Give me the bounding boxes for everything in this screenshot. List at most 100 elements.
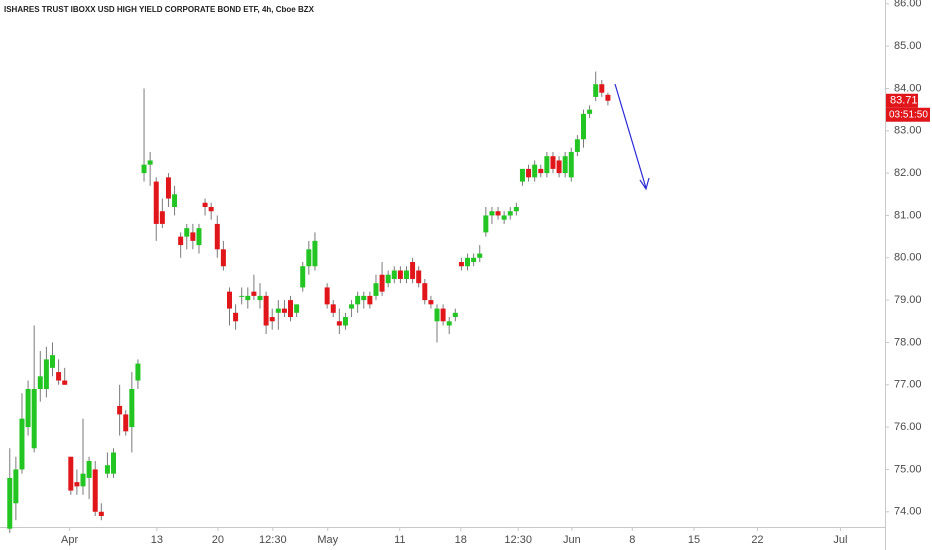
- y-tick-label: 81.00: [894, 209, 922, 221]
- candle-body: [519, 168, 525, 182]
- x-tick-label: Jun: [563, 534, 581, 546]
- candle-body: [159, 211, 165, 224]
- candle-body: [196, 228, 202, 246]
- last-price-box: [886, 93, 918, 108]
- candle-body: [49, 355, 55, 368]
- x-tick-label: 13: [151, 534, 163, 546]
- candle-body: [62, 380, 68, 385]
- candle-body: [7, 477, 13, 529]
- y-tick-label: 76.00: [894, 421, 922, 433]
- candle-body: [202, 202, 208, 207]
- x-tick-label: 20: [212, 534, 224, 546]
- x-tick-label: 18: [455, 534, 467, 546]
- candle-body: [68, 456, 74, 491]
- y-tick-label: 74.00: [894, 506, 922, 518]
- candle-body: [422, 283, 428, 301]
- candle-body: [190, 232, 196, 241]
- x-tick-label: 15: [688, 534, 700, 546]
- candle-body: [568, 151, 574, 178]
- candle-body: [117, 405, 123, 415]
- candle-body: [165, 177, 171, 199]
- candle-body: [550, 156, 556, 169]
- candle-body: [257, 295, 263, 301]
- candle-body: [74, 482, 80, 487]
- candle-body: [538, 168, 544, 174]
- x-tick-label: 8: [629, 534, 635, 546]
- candle-body: [458, 262, 464, 267]
- candle-body: [178, 236, 184, 246]
- candle-body: [263, 295, 269, 326]
- x-tick-label: May: [317, 534, 338, 546]
- x-tick-label: Apr: [61, 534, 78, 546]
- candle-body: [214, 223, 220, 250]
- candle-body: [123, 414, 129, 432]
- candle-body: [342, 317, 348, 326]
- candle-body: [306, 249, 312, 267]
- candle-body: [312, 240, 318, 267]
- candle-body: [141, 164, 147, 174]
- candle-body: [391, 270, 397, 279]
- candle-body: [574, 139, 580, 152]
- countdown-label: 03:51:50: [889, 109, 928, 120]
- candle-body: [281, 308, 287, 313]
- candle-body: [513, 206, 519, 212]
- y-tick-label: 80.00: [894, 252, 922, 264]
- candle-body: [288, 300, 294, 318]
- candle-body: [367, 295, 373, 305]
- candle-body: [92, 469, 98, 512]
- candle-body: [452, 312, 458, 318]
- candle-body: [275, 308, 281, 313]
- x-tick-label: 12:30: [504, 534, 532, 546]
- candle-body: [446, 321, 452, 326]
- countdown-box: [886, 107, 930, 122]
- y-tick-label: 85.00: [894, 40, 922, 52]
- candle-body: [501, 215, 507, 220]
- candle-body: [184, 228, 190, 237]
- x-tick-label: 22: [751, 534, 763, 546]
- candle-body: [147, 160, 153, 165]
- x-tick-label: Jul: [833, 534, 847, 546]
- y-tick-label: 86.00: [894, 0, 922, 10]
- trend-arrow: [614, 83, 650, 191]
- candle-body: [269, 317, 275, 322]
- candle-body: [434, 308, 440, 322]
- candle-body: [300, 266, 306, 288]
- candle-body: [526, 168, 532, 178]
- candle-body: [37, 376, 43, 390]
- candle-body: [373, 283, 379, 296]
- candle-body: [355, 295, 361, 305]
- candle-body: [349, 304, 355, 309]
- candle-body: [129, 389, 135, 428]
- x-tick-label: 12:30: [259, 534, 287, 546]
- candle-body: [56, 372, 62, 381]
- candle-body: [440, 308, 446, 322]
- candle-body: [471, 257, 477, 263]
- candle-body: [104, 465, 110, 474]
- candle-body: [489, 211, 495, 216]
- candle-body: [385, 274, 391, 284]
- candle-body: [80, 473, 86, 487]
- y-tick-label: 75.00: [894, 463, 922, 475]
- candle-body: [251, 291, 257, 296]
- candle-body: [544, 156, 550, 174]
- candle-body: [330, 304, 336, 313]
- candle-body: [361, 295, 367, 301]
- y-tick-label: 79.00: [894, 294, 922, 306]
- candle-body: [477, 253, 483, 258]
- candle-body: [336, 321, 342, 326]
- candle-body: [220, 249, 226, 267]
- candle-body: [410, 262, 416, 279]
- candle-body: [25, 389, 31, 428]
- y-tick-label: 78.00: [894, 336, 922, 348]
- candle-body: [507, 211, 513, 216]
- candle-body: [172, 194, 178, 207]
- candle-body: [483, 215, 489, 233]
- candle-body: [31, 389, 37, 449]
- candle-body: [605, 94, 611, 101]
- candle-body: [324, 287, 330, 305]
- candle-body: [226, 291, 232, 309]
- candle-body: [599, 84, 605, 93]
- candle-body: [208, 206, 214, 212]
